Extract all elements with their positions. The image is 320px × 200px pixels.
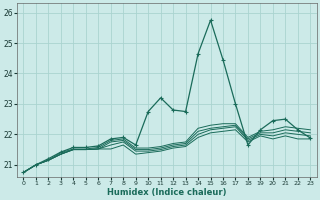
- X-axis label: Humidex (Indice chaleur): Humidex (Indice chaleur): [107, 188, 227, 197]
